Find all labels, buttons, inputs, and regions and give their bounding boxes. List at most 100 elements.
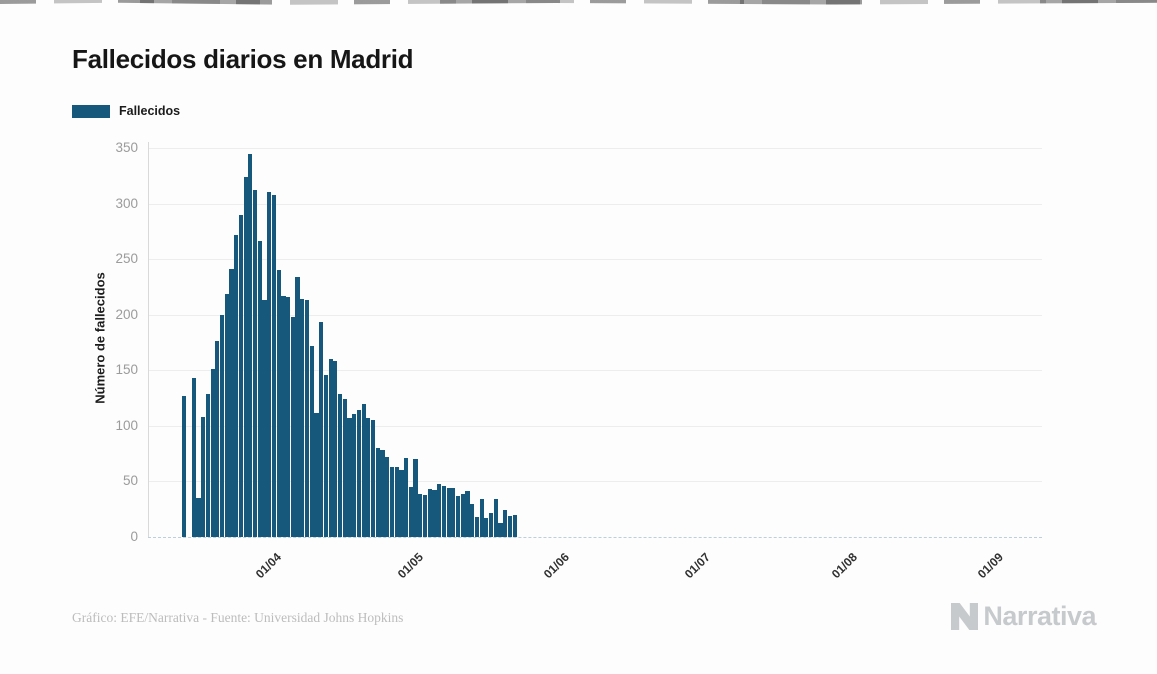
bar: [385, 456, 390, 537]
bar: [295, 276, 300, 537]
y-axis-line: [148, 142, 149, 537]
bar: [205, 393, 210, 537]
x-tick-label: 01/07: [682, 550, 714, 582]
bar: [215, 341, 220, 537]
y-axis-title: Número de fallecidos: [92, 272, 108, 404]
bar: [342, 399, 347, 537]
bar: [229, 269, 234, 537]
bar: [503, 510, 508, 537]
bar: [182, 395, 187, 537]
bar: [219, 314, 225, 537]
x-tick-label: 01/04: [252, 550, 284, 582]
bar: [196, 498, 201, 537]
bar: [512, 514, 517, 537]
x-tick-label: 01/09: [974, 550, 1007, 582]
brand-name: Narrativa: [983, 601, 1096, 631]
bar: [446, 488, 451, 537]
bar: [394, 466, 399, 537]
source-credit: Gráfico: EFE/Narrativa - Fuente: Univers…: [72, 610, 404, 625]
bar: [257, 241, 262, 537]
bar: [460, 493, 465, 537]
bar: [399, 470, 404, 537]
x-tick-label: 01/08: [828, 550, 860, 582]
bar: [210, 369, 215, 537]
gridline: [148, 259, 1042, 261]
bar: [380, 450, 385, 537]
bar: [408, 486, 413, 537]
x-tick-label: 01/06: [540, 550, 572, 582]
bar: [474, 516, 480, 537]
gridline: [148, 481, 1042, 483]
bar: [253, 190, 258, 537]
bar: [337, 393, 343, 537]
y-tick-label: 150: [115, 362, 138, 378]
bar: [465, 491, 470, 537]
bar: [224, 293, 229, 537]
bar: [371, 420, 376, 537]
bar: [356, 410, 362, 537]
legend: Fallecidos: [72, 104, 180, 118]
x-tick-label: 01/05: [394, 550, 426, 582]
bar: [418, 493, 423, 537]
bar: [470, 503, 475, 537]
bar: [389, 466, 395, 537]
bar: [238, 214, 244, 537]
bar: [451, 488, 456, 537]
bar: [248, 153, 253, 537]
bar: [304, 300, 310, 537]
bar: [243, 176, 248, 537]
bar: [300, 299, 305, 537]
y-tick-label: 300: [115, 195, 138, 211]
bar: [333, 361, 338, 537]
bar: [290, 316, 295, 537]
bar: [191, 378, 196, 537]
y-tick-label: 50: [122, 473, 138, 489]
narrativa-logo: Narrativa: [951, 601, 1096, 632]
bar: [201, 416, 206, 537]
bar: [361, 403, 366, 537]
legend-swatch: [72, 104, 110, 118]
bar: [328, 359, 333, 537]
x-axis-baseline: [148, 537, 1042, 538]
bar: [455, 495, 461, 537]
bar: [323, 374, 328, 537]
gridline: [148, 203, 1042, 205]
bar: [493, 499, 498, 537]
bar: [314, 412, 319, 537]
bar: [484, 518, 489, 537]
bar: [489, 512, 494, 537]
bar: [271, 194, 277, 537]
gridline: [148, 425, 1042, 427]
bar: [281, 295, 286, 537]
bar: [422, 494, 428, 537]
legend-label: Fallecidos: [119, 104, 181, 118]
bar: [366, 418, 371, 537]
bar: [498, 522, 503, 537]
bar: [404, 458, 409, 537]
bar: [276, 270, 281, 537]
bar: [441, 485, 446, 537]
bar: [375, 448, 380, 537]
bar: [267, 192, 272, 537]
torn-edge-decoration: [0, 0, 1157, 5]
y-tick-label: 0: [130, 529, 138, 544]
bar: [437, 483, 442, 537]
gridline: [148, 370, 1042, 372]
gridline: [148, 314, 1042, 316]
y-tick-label: 350: [115, 140, 138, 155]
bar: [234, 234, 239, 537]
narrativa-n-icon: [951, 603, 979, 630]
bar: [352, 413, 357, 537]
bar: [507, 515, 513, 537]
y-tick-label: 200: [115, 306, 138, 322]
bar: [309, 345, 314, 537]
bar: [286, 296, 291, 537]
bar: [319, 322, 324, 537]
bar: [479, 499, 484, 537]
bar: [262, 300, 267, 537]
y-tick-label: 100: [115, 417, 138, 433]
bar: [413, 459, 418, 537]
bar: [432, 490, 437, 537]
bar: [347, 418, 352, 537]
